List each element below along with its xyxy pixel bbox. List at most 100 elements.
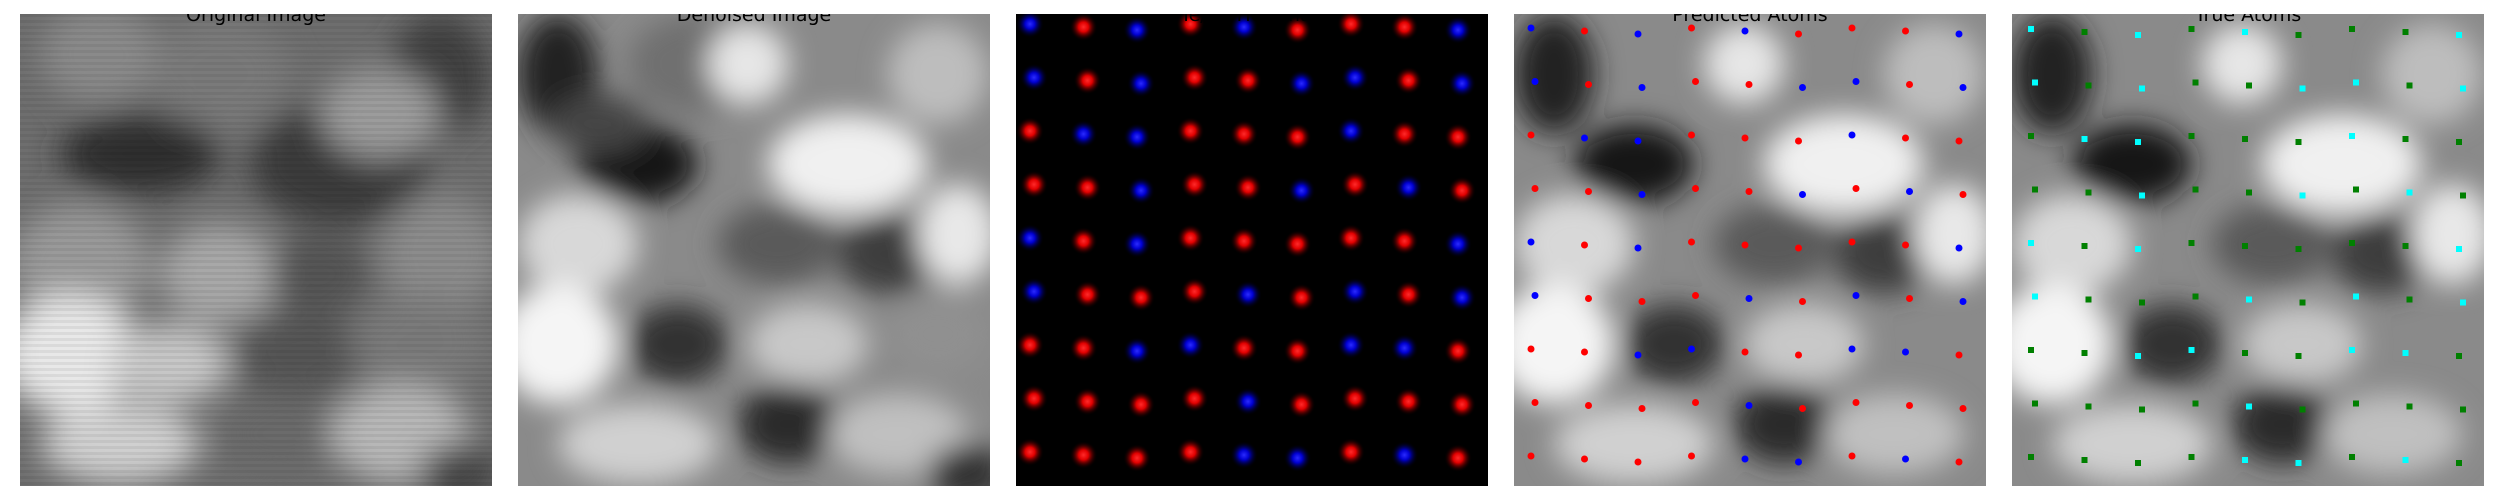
panel-title: Original Image [186, 14, 326, 26]
predicted-se-atom [1955, 458, 1963, 466]
se-heat-spot [1127, 390, 1155, 419]
predicted-te-atom [1638, 84, 1646, 91]
te-heat-spot [1176, 331, 1205, 359]
true-se-atom [2081, 243, 2088, 249]
se-heat-spot [1287, 283, 1316, 312]
predicted-se-atom [1527, 345, 1535, 353]
predicted-se-atom [1692, 78, 1699, 85]
true-se-atom [2353, 186, 2359, 193]
true-se-atom [2028, 454, 2034, 460]
se-heat-spot [1069, 227, 1098, 255]
se-heat-spot [1341, 384, 1369, 413]
true-se-atom [2085, 296, 2092, 303]
predicted-se-atom [1902, 241, 1909, 249]
predicted-se-atom [1585, 81, 1592, 88]
predicted-se-atom [1585, 295, 1592, 302]
se-heat-spot [1020, 384, 1048, 413]
predicted-se-atom [1955, 137, 1963, 145]
predicted-te-atom [1902, 455, 1909, 463]
predicted-te-atom [1581, 134, 1588, 142]
true-se-atom [2349, 26, 2355, 32]
predicted-te-atom [1852, 292, 1860, 299]
predicted-se-atom [1688, 452, 1695, 460]
te-heat-spot [1283, 444, 1312, 472]
true-se-atom [2299, 406, 2306, 413]
predicted-se-atom [1638, 298, 1646, 305]
true-se-atom [2135, 460, 2141, 466]
true-se-atom [2402, 136, 2409, 142]
predicted-se-atom [1799, 298, 1806, 305]
true-se-atom [2139, 406, 2145, 413]
true-se-atom [2188, 240, 2195, 246]
se-heat-spot [1337, 438, 1365, 466]
predicted-se-atom [1799, 405, 1806, 412]
se-heat-spot [1180, 170, 1209, 199]
panel-title: Predicted Atoms [1672, 14, 1828, 26]
true-se-atom [2456, 460, 2462, 466]
true-se-atom [2188, 133, 2195, 139]
predicted-se-atom [1688, 131, 1695, 139]
predicted-se-atom [1795, 30, 1802, 38]
predicted-se-atom [1795, 244, 1802, 252]
se-heat-spot [1069, 334, 1098, 362]
predicted-atoms [1514, 14, 1986, 486]
predicted-te-atom [1634, 137, 1642, 145]
se-heat-spot [1020, 170, 1048, 199]
te-heat-spot [1230, 14, 1258, 41]
se-heat-spot [1287, 390, 1316, 419]
predicted-te-atom [1795, 458, 1802, 466]
predicted-te-atom [1531, 78, 1539, 85]
se-heat-spot [1176, 14, 1205, 38]
se-heat-spot [1390, 227, 1419, 255]
true-se-atom [2085, 82, 2092, 89]
true-te-atom [2456, 32, 2462, 38]
se-heat-spot [1127, 283, 1155, 312]
true-se-atom [2081, 457, 2088, 463]
se-heat-spot [1180, 384, 1209, 413]
true-atoms [2012, 14, 2484, 486]
true-te-atom [2135, 32, 2141, 38]
true-se-atom [2295, 139, 2302, 145]
true-se-atom [2032, 400, 2038, 407]
te-heat-spot [1287, 69, 1316, 98]
predicted-te-atom [1634, 30, 1642, 38]
se-heat-spot [1234, 66, 1262, 95]
se-heat-spot [1341, 170, 1369, 199]
true-se-atom [2188, 454, 2195, 460]
predicted-se-atom [1959, 405, 1967, 412]
true-te-atom [2028, 26, 2034, 32]
true-te-atom [2242, 29, 2248, 35]
te-heat-spot [1448, 283, 1476, 312]
true-te-atom [2242, 457, 2248, 463]
se-heat-spot [1337, 224, 1365, 252]
predicted-se-atom [1795, 137, 1802, 145]
te-heat-spot [1020, 277, 1048, 306]
predicted-se-atom [1852, 399, 1860, 406]
true-te-atom [2299, 85, 2306, 92]
se-heat-spot [1123, 444, 1151, 472]
predicted-se-atom [1741, 241, 1749, 249]
true-se-atom [2349, 454, 2355, 460]
predicted-se-atom [1959, 191, 1967, 198]
se-heat-spot [1180, 63, 1209, 92]
predicted-te-atom [1959, 84, 1967, 91]
true-se-atom [2192, 293, 2199, 300]
panel-denoised-image: Denoised Image [518, 14, 990, 486]
predicted-te-atom [1688, 345, 1695, 353]
predicted-se-atom [1581, 27, 1588, 35]
te-heat-spot [1444, 230, 1472, 258]
true-te-atom [2349, 347, 2355, 353]
predicted-se-atom [1902, 134, 1909, 142]
te-heat-spot [1127, 69, 1155, 98]
panel-te-se-heatmap: Te/Se Heatmap [1016, 14, 1488, 486]
true-se-atom [2246, 82, 2252, 89]
panel-true-atoms: True Atoms [2012, 14, 2484, 486]
true-te-atom [2299, 192, 2306, 199]
true-se-atom [2188, 26, 2195, 32]
true-se-atom [2192, 186, 2199, 193]
predicted-se-atom [1638, 405, 1646, 412]
te-heat-spot [1287, 176, 1316, 205]
predicted-te-atom [1799, 191, 1806, 198]
predicted-te-atom [1848, 131, 1856, 139]
true-se-atom [2295, 353, 2302, 359]
